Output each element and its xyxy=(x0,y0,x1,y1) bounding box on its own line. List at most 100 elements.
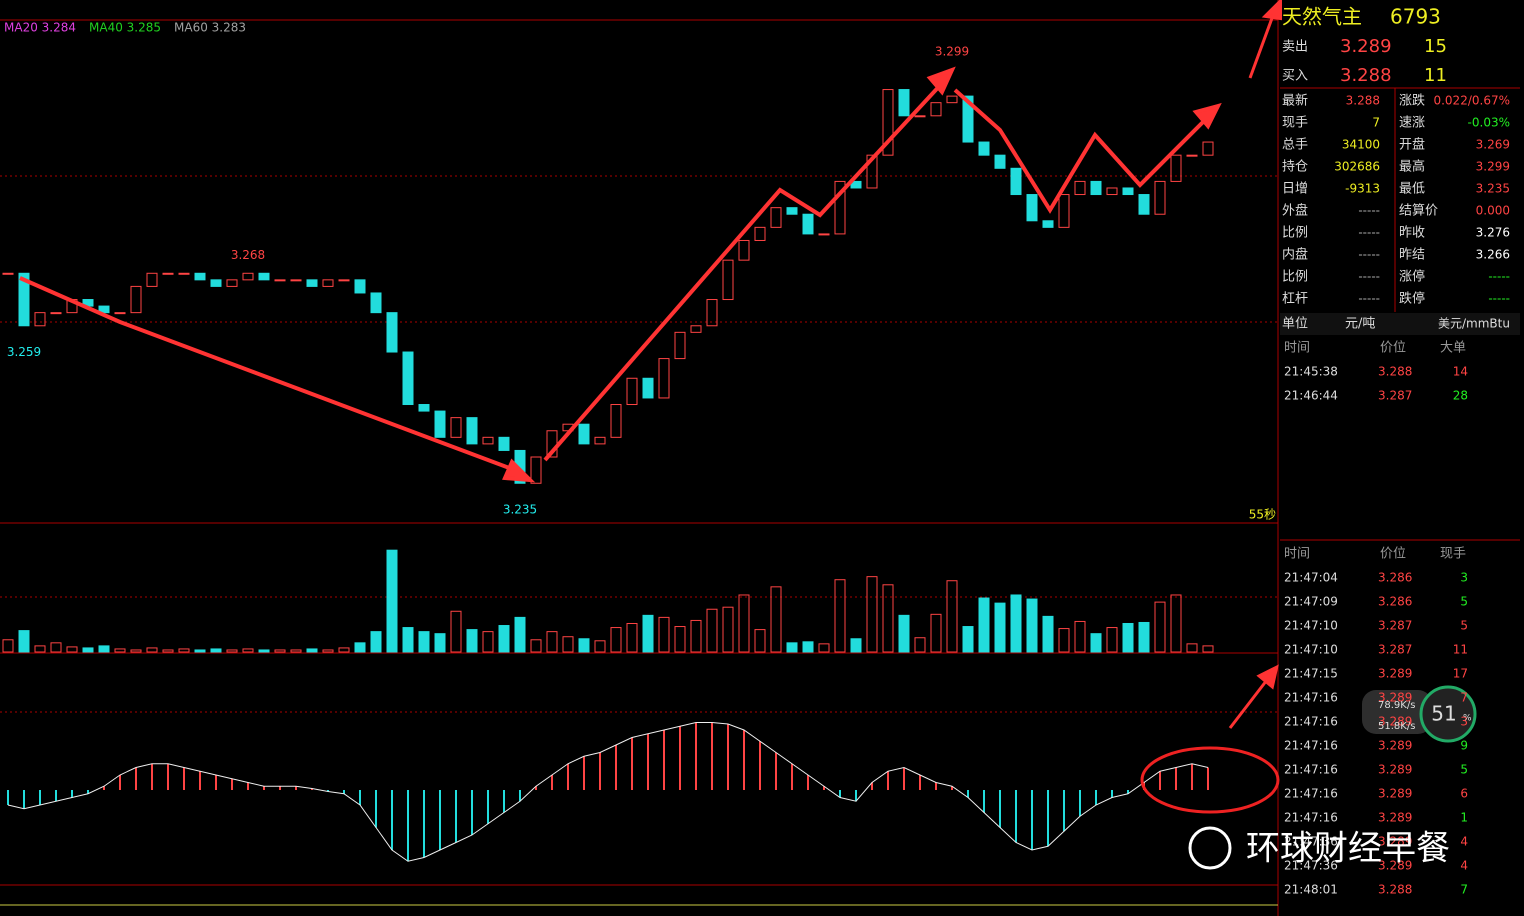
candle xyxy=(114,312,126,315)
list-price: 3.287 xyxy=(1378,389,1412,403)
list-price: 3.289 xyxy=(1378,667,1412,681)
volume-bar xyxy=(690,619,702,653)
volume-bar xyxy=(482,631,494,653)
volume-bar xyxy=(306,648,318,653)
list-vol: 5 xyxy=(1460,763,1468,777)
volume-bar xyxy=(370,631,382,653)
book-vol: 11 xyxy=(1424,65,1447,86)
quote-value: ----- xyxy=(1358,270,1380,284)
price-label: 3.235 xyxy=(503,502,537,516)
volume-bar xyxy=(1154,601,1166,653)
list-vol: 28 xyxy=(1453,389,1468,403)
quote-label: 结算价 xyxy=(1399,204,1438,219)
volume-bar xyxy=(802,641,814,653)
unit-b: 美元/mmBtu xyxy=(1438,317,1510,331)
volume-bar xyxy=(1170,594,1182,653)
candle xyxy=(754,226,766,241)
volume-bar xyxy=(610,627,622,653)
candle xyxy=(882,89,894,156)
book-price: 3.288 xyxy=(1340,65,1392,86)
volume-bar xyxy=(1042,615,1054,653)
candle xyxy=(226,279,238,287)
list-time: 21:47:16 xyxy=(1284,787,1338,801)
candle xyxy=(1122,187,1134,196)
quote-value: ----- xyxy=(1488,270,1510,284)
book-price: 3.289 xyxy=(1340,36,1392,57)
net-widget xyxy=(1362,690,1432,734)
volume-bar xyxy=(450,610,462,653)
volume-bar xyxy=(274,649,286,653)
volume-bar xyxy=(146,647,158,653)
volume-bar xyxy=(882,584,894,653)
volume-bar xyxy=(994,602,1006,653)
quote-label: 最新 xyxy=(1282,93,1308,109)
annotation-arrows xyxy=(19,0,1282,729)
candle xyxy=(946,95,958,104)
list-vol: 17 xyxy=(1453,667,1468,681)
volume-bar xyxy=(866,576,878,653)
candle xyxy=(1106,187,1118,196)
volume-bar xyxy=(1026,598,1038,653)
title: 天然气主 xyxy=(1282,5,1362,29)
volume-bar xyxy=(1186,643,1198,653)
candle xyxy=(898,89,910,117)
unit-bar xyxy=(1280,313,1520,335)
candle xyxy=(866,154,878,189)
quote-label: 总手 xyxy=(1282,138,1308,153)
candle xyxy=(1090,180,1102,196)
list-time: 21:47:36 xyxy=(1284,859,1338,873)
quote-label: 昨收 xyxy=(1399,226,1425,241)
quote-value: 3.269 xyxy=(1476,138,1510,152)
ma-label: MA40 3.285 xyxy=(89,21,161,35)
candle xyxy=(770,207,782,228)
candle xyxy=(786,207,798,215)
quote-label: 外盘 xyxy=(1282,203,1308,219)
volume-bar xyxy=(466,629,478,653)
candle xyxy=(706,299,718,327)
candle xyxy=(370,292,382,314)
volume-bar xyxy=(258,649,270,653)
list-time: 21:47:10 xyxy=(1284,643,1338,657)
list-time: 21:47:16 xyxy=(1284,811,1338,825)
candle xyxy=(1154,180,1166,215)
watermark: 环球财经早餐 xyxy=(1246,829,1450,869)
quote-label: 现手 xyxy=(1282,116,1308,131)
candle xyxy=(994,154,1006,169)
volume-bar xyxy=(338,647,350,653)
candle xyxy=(818,233,830,236)
candle xyxy=(1010,167,1022,196)
volume-bar xyxy=(290,649,302,653)
candle xyxy=(402,351,414,406)
net-down: 51.8K/s xyxy=(1378,721,1415,732)
candle xyxy=(434,410,446,438)
quote-value: -9313 xyxy=(1345,182,1380,196)
list-vol: 4 xyxy=(1460,835,1468,849)
volume-bar xyxy=(418,631,430,653)
candle xyxy=(418,404,430,412)
list-time: 21:47:36 xyxy=(1284,835,1338,849)
candle xyxy=(930,102,942,117)
volume-bar xyxy=(226,649,238,653)
candle xyxy=(738,239,750,261)
volume-bar xyxy=(210,648,222,653)
volume-bar xyxy=(82,647,94,653)
quote-label: 昨结 xyxy=(1399,248,1425,263)
volume-bar xyxy=(754,629,766,653)
list-vol: 6 xyxy=(1460,787,1468,801)
quote-label: 速涨 xyxy=(1399,116,1425,131)
volume-bar xyxy=(834,579,846,653)
candle xyxy=(642,377,654,399)
candle xyxy=(2,272,14,275)
volume-bar xyxy=(1058,628,1070,653)
quote-label: 最低 xyxy=(1399,182,1425,197)
candle xyxy=(962,95,974,143)
macd-line xyxy=(7,722,1209,862)
quote-value: ----- xyxy=(1358,204,1380,218)
candle xyxy=(210,279,222,287)
book-side: 卖出 xyxy=(1282,40,1308,55)
volume-bar xyxy=(978,597,990,653)
list-price: 3.289 xyxy=(1378,811,1412,825)
book-vol: 15 xyxy=(1424,36,1447,57)
volume-bar xyxy=(1202,645,1214,653)
